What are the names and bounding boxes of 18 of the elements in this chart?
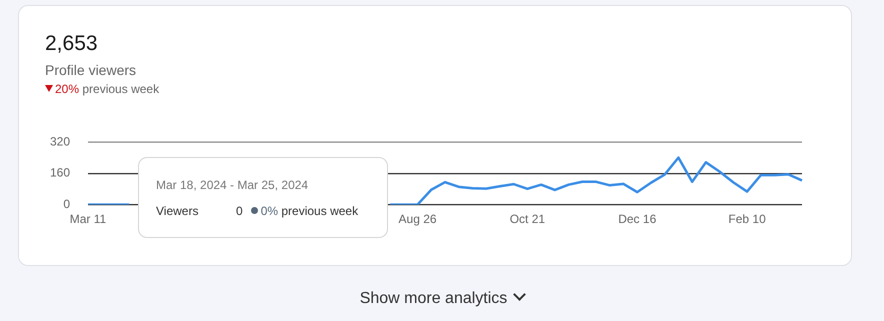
annotation: Mar 18, 2024 - Mar 25, 2024: [156, 178, 308, 192]
y-tick-label: 0: [63, 196, 70, 211]
text: previous week: [82, 82, 160, 96]
chart-subtitle: Profile viewers: [45, 62, 136, 78]
y-tick-label: 160: [50, 166, 70, 180]
annotation: 0: [236, 204, 243, 218]
annotation: Viewers: [156, 204, 198, 218]
x-tick-label: Dec 16: [618, 212, 657, 226]
x-tick-label: Aug 26: [398, 212, 437, 226]
chart-title: 2,653: [45, 32, 98, 56]
x-tick-label: Feb 10: [728, 212, 766, 226]
x-tick-label: Oct 21: [510, 212, 546, 226]
annotation: 0%: [260, 204, 278, 218]
annotation: previous week: [281, 204, 358, 218]
text: 20%: [55, 82, 80, 96]
text: Show more analytics: [360, 290, 508, 307]
x-tick-label: Mar 11: [70, 212, 107, 226]
y-tick-label: 320: [50, 134, 70, 149]
